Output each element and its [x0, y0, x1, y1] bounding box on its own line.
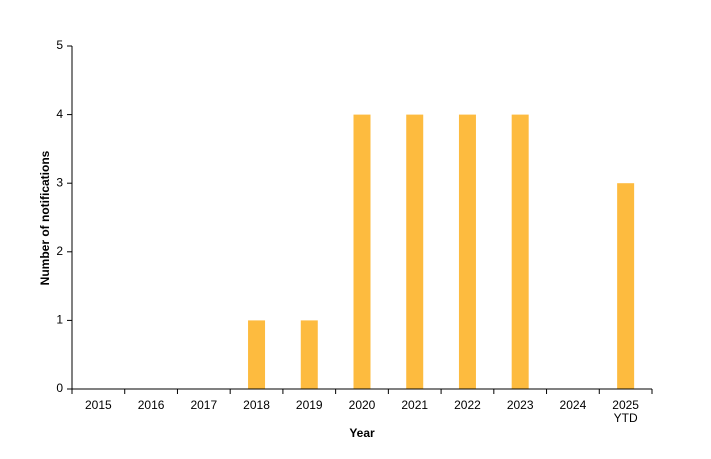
x-tick-label: 2021	[401, 398, 429, 412]
x-tick-label: 2017	[190, 398, 218, 412]
bar	[248, 320, 266, 389]
y-tick-label: 1	[56, 313, 63, 327]
bar	[353, 114, 371, 389]
x-axis-title: Year	[349, 426, 375, 440]
x-tick-label: 2025 YTD	[612, 398, 639, 425]
x-tick-label: 2022	[454, 398, 481, 412]
y-axis-title: Number of notifications	[38, 150, 52, 285]
x-tick-label: 2016	[137, 398, 165, 412]
bar	[458, 114, 476, 389]
y-tick-label: 4	[56, 107, 63, 121]
x-tick-label: 2015	[85, 398, 112, 412]
y-tick-label: 3	[56, 175, 63, 189]
y-tick-label: 0	[56, 381, 63, 395]
x-tick-label: 2019	[295, 398, 323, 412]
bar	[406, 114, 424, 389]
x-tick-label: 2023	[506, 398, 534, 412]
y-tick-label: 5	[56, 38, 63, 52]
y-tick-label: 2	[56, 244, 63, 258]
x-tick-label: 2020	[348, 398, 376, 412]
bar	[300, 320, 318, 389]
bar	[511, 114, 529, 389]
x-tick-label: 2024	[559, 398, 587, 412]
x-tick-label: 2018	[243, 398, 270, 412]
bar	[617, 183, 635, 389]
